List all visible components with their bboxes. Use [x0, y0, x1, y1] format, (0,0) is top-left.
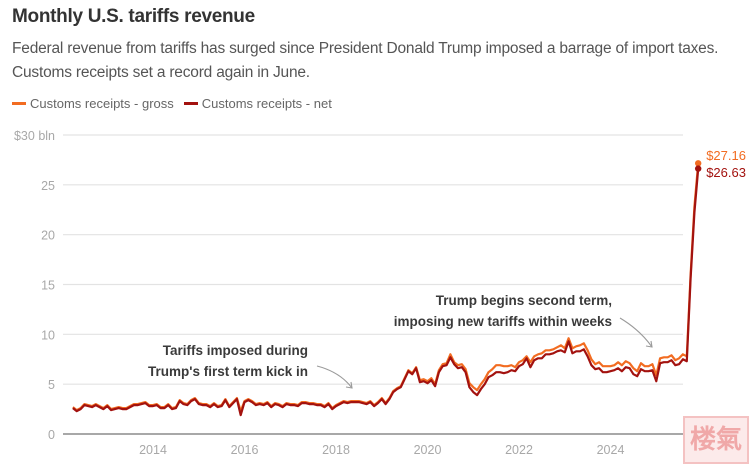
end-label-gross: $27.16 — [706, 148, 746, 163]
legend-label-gross: Customs receipts - gross — [30, 96, 174, 111]
annotations: Tariffs imposed during Trump's first term… — [148, 293, 653, 389]
chart-subtitle: Federal revenue from tariffs has surged … — [12, 40, 719, 81]
end-point-gross — [694, 160, 702, 167]
y-tick-label: 15 — [41, 279, 55, 293]
y-axis-ticks: 0 5 10 15 20 25 $30 bln — [14, 129, 55, 442]
chart-title: Monthly U.S. tariffs revenue — [12, 6, 255, 27]
annotation-arrow — [316, 365, 353, 389]
end-point-net — [694, 165, 702, 172]
y-tick-label: 5 — [48, 378, 55, 392]
annotation-text: imposing new tariffs within weeks — [394, 314, 612, 329]
end-labels: $27.16 $26.63 — [694, 148, 746, 180]
legend-item-gross: Customs receipts - gross — [12, 96, 174, 111]
arrowhead-icon — [345, 381, 353, 389]
y-tick-label: 20 — [41, 229, 55, 243]
annotation-arrow — [619, 317, 653, 348]
legend-swatch-gross — [12, 102, 26, 105]
x-tick-label: 2020 — [414, 443, 442, 457]
x-tick-label: 2014 — [139, 443, 167, 457]
y-tick-label: 0 — [48, 428, 55, 442]
x-tick-label: 2024 — [597, 443, 625, 457]
x-tick-label: 2022 — [505, 443, 533, 457]
arrowhead-icon — [645, 340, 653, 348]
x-tick-label: 2016 — [231, 443, 259, 457]
y-tick-label: $30 bln — [14, 129, 55, 143]
y-tick-label: 25 — [41, 179, 55, 193]
legend: Customs receipts - gross Customs receipt… — [12, 96, 332, 111]
annotation-text: Trump's first term kick in — [148, 364, 308, 379]
x-tick-label: 2018 — [322, 443, 350, 457]
series-line-net — [72, 168, 700, 417]
annotation-text: Trump begins second term, — [436, 293, 612, 308]
annotation-text: Tariffs imposed during — [163, 343, 308, 358]
end-label-net: $26.63 — [706, 165, 746, 180]
x-axis-ticks: 2014 2016 2018 2020 2022 2024 — [139, 443, 624, 457]
legend-item-net: Customs receipts - net — [183, 96, 332, 111]
legend-swatch-net — [183, 102, 198, 105]
gridlines — [63, 134, 683, 435]
y-tick-label: 10 — [41, 328, 55, 342]
watermark-stamp: 楼氣 — [683, 416, 749, 464]
series-lines — [72, 163, 700, 417]
legend-label-net: Customs receipts - net — [201, 96, 332, 111]
